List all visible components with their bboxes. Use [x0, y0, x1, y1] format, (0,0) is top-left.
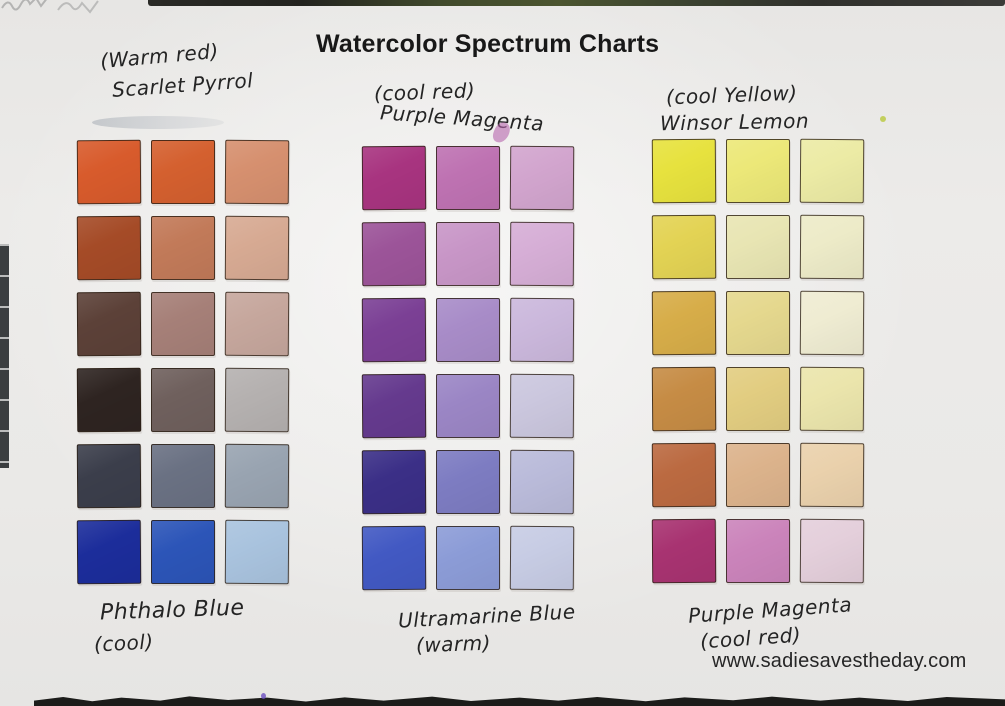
chart-bottom-label-line1: Phthalo Blue: [99, 595, 245, 626]
swatch: [651, 214, 717, 280]
cutting-mat-edge: [0, 244, 9, 468]
chart-bottom-label-line2: (cool): [93, 629, 155, 657]
swatch: [436, 450, 500, 514]
swatch: [361, 373, 427, 439]
swatch: [799, 214, 865, 280]
chart-bottom-label-line1: Ultramarine Blue: [397, 599, 577, 633]
swatch: [799, 138, 865, 204]
chart-top-label-line1: (Warm red): [99, 38, 220, 74]
swatch-grid: [651, 138, 865, 584]
swatch: [224, 139, 290, 205]
swatch: [151, 216, 215, 280]
swatch: [726, 367, 790, 431]
swatch: [224, 519, 290, 585]
swatch: [509, 449, 575, 515]
swatch: [799, 518, 865, 584]
swatch: [509, 373, 575, 439]
chart-top-label-line2: Scarlet Pyrrol: [111, 68, 255, 102]
chart-top-label-line1: (cool Yellow): [665, 80, 798, 110]
swatch: [726, 443, 790, 507]
swatch: [361, 449, 427, 515]
swatch: [76, 139, 142, 205]
pencil-scribble: [1, 0, 99, 14]
swatch: [361, 525, 427, 591]
website-url: www.sadiesavestheday.com: [712, 650, 967, 672]
swatch: [726, 519, 790, 583]
chart-top-label-line2: Purple Magenta: [379, 100, 545, 136]
swatch: [509, 145, 575, 211]
swatch: [361, 145, 427, 211]
swatch: [651, 290, 717, 356]
swatch: [436, 526, 500, 590]
swatch: [799, 290, 865, 356]
swatch: [726, 215, 790, 279]
swatch: [726, 139, 790, 203]
swatch: [76, 291, 142, 357]
swatch: [651, 366, 717, 432]
swatch: [224, 215, 290, 281]
swatch: [651, 518, 717, 584]
swatch: [509, 221, 575, 287]
swatch: [151, 140, 215, 204]
swatch: [76, 519, 142, 585]
swatch: [76, 215, 142, 281]
swatch: [224, 291, 290, 357]
chart-bottom-label-line2: (warm): [415, 630, 492, 658]
swatch: [76, 367, 142, 433]
swatch-grid: [76, 139, 290, 585]
chart-top-label-line2: Winsor Lemon: [659, 108, 810, 136]
swatch: [224, 443, 290, 509]
swatch: [151, 444, 215, 508]
swatch: [151, 368, 215, 432]
swatch: [651, 442, 717, 508]
swatch: [151, 520, 215, 584]
page-title: Watercolor Spectrum Charts: [316, 30, 660, 58]
swatch: [436, 146, 500, 210]
swatch: [436, 222, 500, 286]
swatch: [509, 525, 575, 591]
paint-speck-green: [880, 116, 886, 122]
swatch: [361, 297, 427, 363]
swatch: [76, 443, 142, 509]
paint-smudge-gray: [92, 116, 224, 129]
paint-speck-purple: [261, 693, 266, 699]
swatch: [224, 367, 290, 433]
table-edge-top: [148, 0, 1005, 6]
swatch: [509, 297, 575, 363]
chart-bottom-label-line2: (cool red): [699, 622, 802, 654]
swatch: [799, 442, 865, 508]
swatch: [726, 291, 790, 355]
swatch: [151, 292, 215, 356]
swatch: [799, 366, 865, 432]
chart-bottom-label-line1: Purple Magenta: [687, 592, 853, 628]
swatch: [436, 374, 500, 438]
swatch: [361, 221, 427, 287]
swatch: [651, 138, 717, 204]
swatch-grid: [361, 145, 575, 591]
swatch: [436, 298, 500, 362]
paper-torn-edge: [34, 696, 1005, 706]
